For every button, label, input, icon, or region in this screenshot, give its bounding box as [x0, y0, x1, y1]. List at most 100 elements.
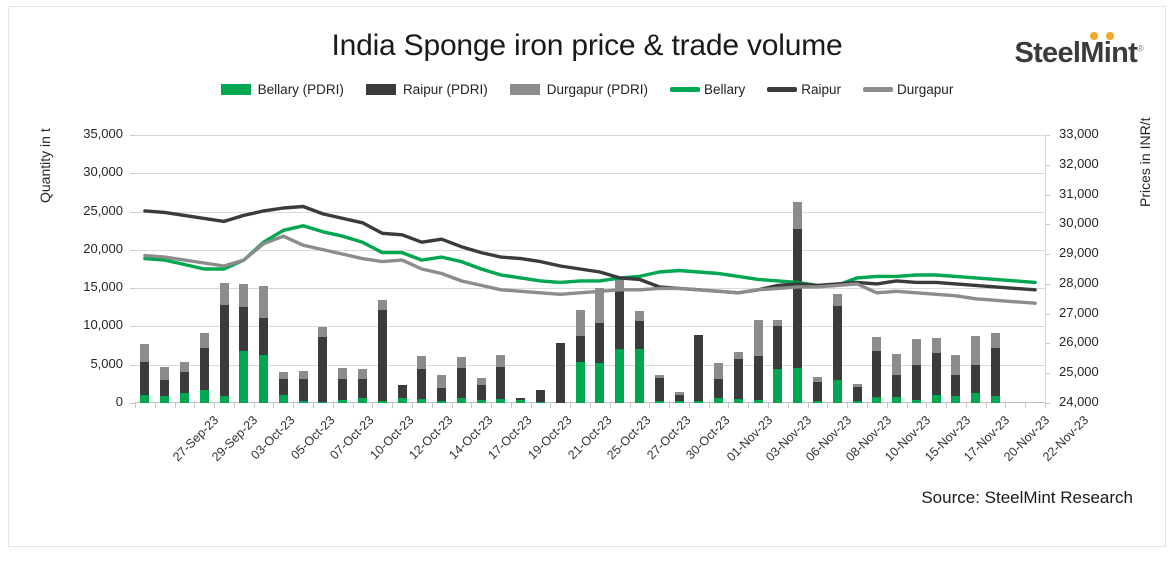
- x-axis-tickmark: [708, 403, 710, 408]
- legend-label: Durgapur: [897, 82, 954, 97]
- bar-segment: [911, 399, 921, 403]
- legend-item-raipur[interactable]: Raipur: [767, 82, 841, 97]
- chart-legend: Bellary (PDRI) Raipur (PDRI) Durgapur (PDR…: [9, 82, 1165, 97]
- bar-segment: [219, 396, 229, 403]
- y-axis-right-tick-label: 28,000: [1059, 274, 1099, 290]
- x-axis-tickmark: [510, 403, 512, 408]
- y-axis-left-tickmark: [130, 249, 135, 251]
- x-axis-tickmark: [293, 403, 295, 408]
- y-axis-left-tickmark: [130, 403, 135, 404]
- x-axis-tickmark: [194, 403, 196, 408]
- legend-item-raipur-pdri[interactable]: Raipur (PDRI): [365, 82, 488, 97]
- bar-segment: [179, 372, 189, 394]
- bar-segment: [971, 364, 981, 394]
- x-axis-tickmark: [273, 403, 275, 408]
- bar-segment: [397, 384, 407, 398]
- bar-segment: [318, 327, 328, 338]
- bar-segment: [595, 288, 605, 323]
- y-axis-left-tick-label: 10,000: [83, 317, 123, 333]
- x-axis-tickmark: [411, 403, 413, 408]
- bar-segment: [654, 400, 664, 403]
- bar-segment: [575, 336, 585, 362]
- y-axis-right-tick-label: 33,000: [1059, 126, 1099, 141]
- bar-segment: [417, 399, 427, 403]
- x-axis-tickmark: [866, 403, 868, 408]
- bar-segment: [160, 380, 170, 397]
- x-axis-line: [135, 402, 1045, 403]
- x-axis-tickmark: [313, 403, 315, 408]
- bar-segment: [496, 354, 506, 368]
- y-axis-right-tick-label: 26,000: [1059, 334, 1099, 350]
- x-axis-tickmark: [372, 403, 374, 408]
- x-axis-tickmark: [471, 403, 473, 408]
- legend-item-durgapur[interactable]: Durgapur: [863, 82, 953, 97]
- x-axis-tickmark: [154, 403, 156, 408]
- legend-swatch-icon: [509, 84, 540, 95]
- bar-segment: [872, 350, 882, 397]
- bar-segment: [456, 357, 466, 368]
- bar-segment: [674, 392, 684, 395]
- x-axis-tickmark: [135, 403, 136, 408]
- bar-segment: [437, 400, 447, 403]
- bar-segment: [872, 337, 882, 351]
- y-axis-left-tick-label: 5,000: [90, 355, 123, 371]
- bar-segment: [714, 378, 724, 399]
- bar-segment: [991, 347, 1001, 397]
- logo-mint-text: Mint: [1080, 36, 1138, 69]
- bar-segment: [793, 201, 803, 230]
- bar-segment: [555, 343, 565, 403]
- y-axis-right-tick-label: 29,000: [1059, 245, 1099, 261]
- legend-item-bellary-pdri[interactable]: Bellary (PDRI): [220, 82, 344, 97]
- y-axis-left-tick-label: 0: [115, 394, 123, 409]
- x-axis-tickmark: [748, 403, 750, 408]
- y-axis-right-tickmark: [1045, 373, 1050, 375]
- bar-segment: [575, 309, 585, 337]
- gridline: [135, 249, 1045, 251]
- bar-segment: [338, 399, 348, 403]
- bar-segment: [199, 333, 209, 348]
- y-axis-left-tick-label: 35,000: [83, 126, 123, 141]
- legend-swatch-icon: [669, 87, 700, 92]
- bar-segment: [516, 399, 526, 403]
- bar-segment: [476, 377, 486, 385]
- bar-segment: [219, 305, 229, 397]
- bar-segment: [832, 294, 842, 306]
- legend-label: Bellary (PDRI): [257, 82, 344, 97]
- line-series-layer: [143, 204, 1037, 305]
- bar-segment: [259, 318, 269, 355]
- bar-segment: [892, 375, 902, 397]
- x-axis-tickmark: [214, 403, 216, 408]
- legend-item-durgapur-pdri[interactable]: Durgapur (PDRI): [509, 82, 648, 97]
- bar-segment: [793, 229, 803, 368]
- y-axis-right-tick-label: 32,000: [1059, 155, 1099, 171]
- bar-segment: [239, 350, 249, 403]
- legend-label: Bellary: [703, 82, 746, 97]
- y-axis-right-tickmark: [1045, 135, 1050, 136]
- bar-segment: [951, 354, 961, 375]
- bar-segment: [793, 367, 803, 403]
- bar-segment: [852, 401, 862, 403]
- bar-segment: [733, 351, 743, 359]
- y-axis-left-tickmark: [130, 135, 135, 136]
- legend-swatch-icon: [220, 84, 251, 95]
- bar-segment: [991, 332, 1001, 348]
- bar-segment: [259, 354, 269, 403]
- bar-segment: [536, 402, 546, 403]
- bar-segment: [674, 394, 684, 402]
- y-axis-right-tick-label: 30,000: [1059, 215, 1099, 231]
- bar-segment: [634, 348, 644, 403]
- legend-item-bellary[interactable]: Bellary: [669, 82, 746, 97]
- bar-segment: [615, 291, 625, 350]
- bar-segment: [832, 380, 842, 403]
- bar-segment: [298, 400, 308, 403]
- bar-segment: [911, 364, 921, 400]
- y-axis-left-tickmark: [130, 173, 135, 175]
- bar-segment: [456, 397, 466, 403]
- bar-segment: [575, 361, 585, 403]
- x-axis-tickmark: [174, 403, 176, 408]
- bar-segment: [991, 396, 1001, 403]
- legend-swatch-icon: [863, 87, 894, 92]
- bar-segment: [377, 310, 387, 402]
- line-raipur: [143, 204, 1037, 295]
- x-axis-tickmark: [787, 403, 789, 408]
